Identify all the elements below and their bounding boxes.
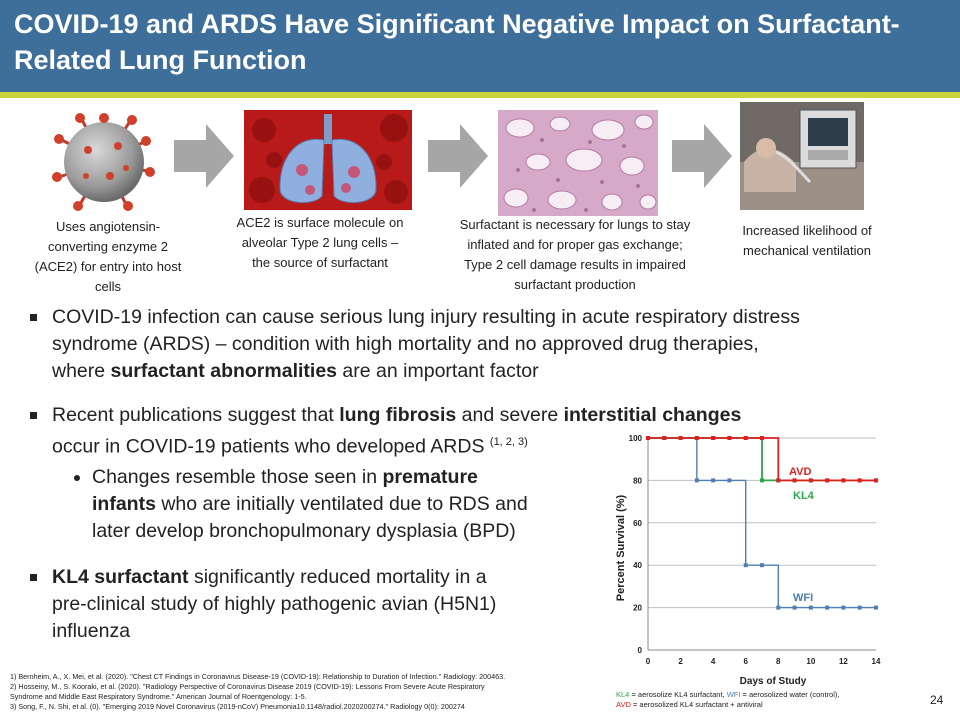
- flow-arrow-icon-2: [428, 124, 488, 188]
- reference-2a: 2) Hosseiny, M., S. Kooraki, et al. (202…: [10, 682, 485, 691]
- bullet-marker: [30, 314, 37, 321]
- slide-title-line2: Related Lung Function: [14, 45, 307, 75]
- page-number: 24: [930, 693, 944, 707]
- flow-caption-4: Increased likelihood of mechanical venti…: [742, 223, 872, 258]
- y-tick-label: 60: [633, 519, 642, 528]
- ventilator-photo: [740, 102, 864, 210]
- reference-1: 1) Bernheim, A., X. Mei, et al. (2020). …: [10, 672, 506, 681]
- data-point-avd: [808, 478, 813, 483]
- bullet-marker: [30, 412, 37, 419]
- y-tick-label: 0: [638, 646, 643, 655]
- histology-image: [498, 110, 658, 216]
- references: 1) Bernheim, A., X. Mei, et al. (2020). …: [10, 672, 610, 712]
- data-point-avd: [825, 478, 830, 483]
- reference-2b: Syndrome and Middle East Respiratory Syn…: [10, 692, 307, 701]
- x-tick-label: 12: [839, 657, 848, 666]
- data-point-avd: [727, 436, 732, 440]
- data-point-avd: [841, 478, 846, 483]
- series-label-wfi: WFI: [793, 592, 813, 604]
- slide-title: COVID-19 and ARDS Have Significant Negat…: [14, 6, 944, 78]
- data-point-avd: [760, 436, 764, 440]
- data-point-wfi: [776, 605, 781, 610]
- data-point-wfi: [874, 605, 878, 610]
- x-tick-label: 10: [806, 657, 815, 666]
- sub-bullet-marker: [74, 475, 80, 481]
- chart-xlabel: Days of Study: [740, 676, 807, 686]
- flow-arrow-icon-1: [174, 124, 234, 188]
- series-label-kl4: KL4: [793, 490, 815, 502]
- title-accent-line: [0, 92, 960, 98]
- x-tick-label: 14: [872, 657, 881, 666]
- lungs-image: [244, 110, 412, 210]
- data-point-kl4: [760, 478, 764, 483]
- data-point-wfi: [825, 605, 830, 610]
- bullet-1: COVID-19 infection can cause serious lun…: [52, 306, 800, 382]
- data-point-avd: [662, 436, 667, 440]
- x-tick-label: 6: [743, 657, 748, 666]
- series-label-avd: AVD: [789, 466, 811, 478]
- survival-chart: 0 20 40 60 80 100 0 2 4 6 8 10 12 14 Percent Survival…: [615, 434, 881, 686]
- data-point-wfi: [808, 605, 813, 610]
- data-point-wfi: [760, 563, 764, 568]
- virus-image: [48, 110, 160, 214]
- series-line-avd: [648, 437, 876, 482]
- y-tick-label: 40: [633, 561, 642, 570]
- data-point-avd: [678, 436, 683, 440]
- reference-3: 3) Song, F., N. Shi, et al. (0). "Emergi…: [10, 702, 465, 711]
- data-point-wfi: [792, 605, 797, 610]
- data-point-avd: [776, 478, 781, 483]
- sub-bullet: Changes resemble those seen in premature…: [92, 466, 528, 542]
- data-point-avd: [792, 478, 797, 483]
- bullet-3: KL4 surfactant significantly reduced mor…: [52, 566, 497, 642]
- slide-title-line1: COVID-19 and ARDS Have Significant Negat…: [14, 9, 900, 39]
- data-point-avd: [694, 436, 699, 440]
- x-tick-label: 8: [776, 657, 781, 666]
- y-tick-label: 100: [629, 434, 643, 443]
- bullet-list: COVID-19 infection can cause serious lun…: [28, 304, 908, 654]
- flow-caption-3: Surfactant is necessary for lungs to sta…: [459, 217, 691, 292]
- y-tick-label: 80: [633, 476, 642, 485]
- bullet-2: Recent publications suggest that lung fi…: [52, 404, 742, 458]
- data-point-avd: [743, 436, 748, 440]
- data-point-wfi: [857, 605, 862, 610]
- data-point-avd: [711, 436, 716, 440]
- data-point-wfi: [743, 563, 748, 568]
- x-tick-label: 4: [711, 657, 716, 666]
- bullet-marker: [30, 574, 37, 581]
- chart-key-note: KL4 = aerosolize KL4 surfactant, WFI = a…: [616, 690, 840, 709]
- x-tick-label: 0: [646, 657, 651, 666]
- data-point-wfi: [694, 478, 699, 483]
- data-point-avd: [874, 478, 878, 483]
- flow-caption-1: Uses angiotensin- converting enzyme 2 (A…: [34, 219, 182, 294]
- title-bar: [0, 0, 960, 92]
- series-line-kl4: [648, 437, 876, 482]
- y-tick-label: 20: [633, 604, 642, 613]
- data-point-avd: [646, 436, 650, 440]
- chart-ylabel: Percent Survival (%): [615, 494, 627, 601]
- data-point-wfi: [711, 478, 716, 483]
- data-point-wfi: [841, 605, 846, 610]
- data-point-wfi: [727, 478, 732, 483]
- x-tick-label: 2: [678, 657, 683, 666]
- data-point-avd: [857, 478, 862, 483]
- flow-arrow-icon-3: [672, 124, 732, 188]
- flow-caption-2: ACE2 is surface molecule on alveolar Typ…: [236, 215, 404, 270]
